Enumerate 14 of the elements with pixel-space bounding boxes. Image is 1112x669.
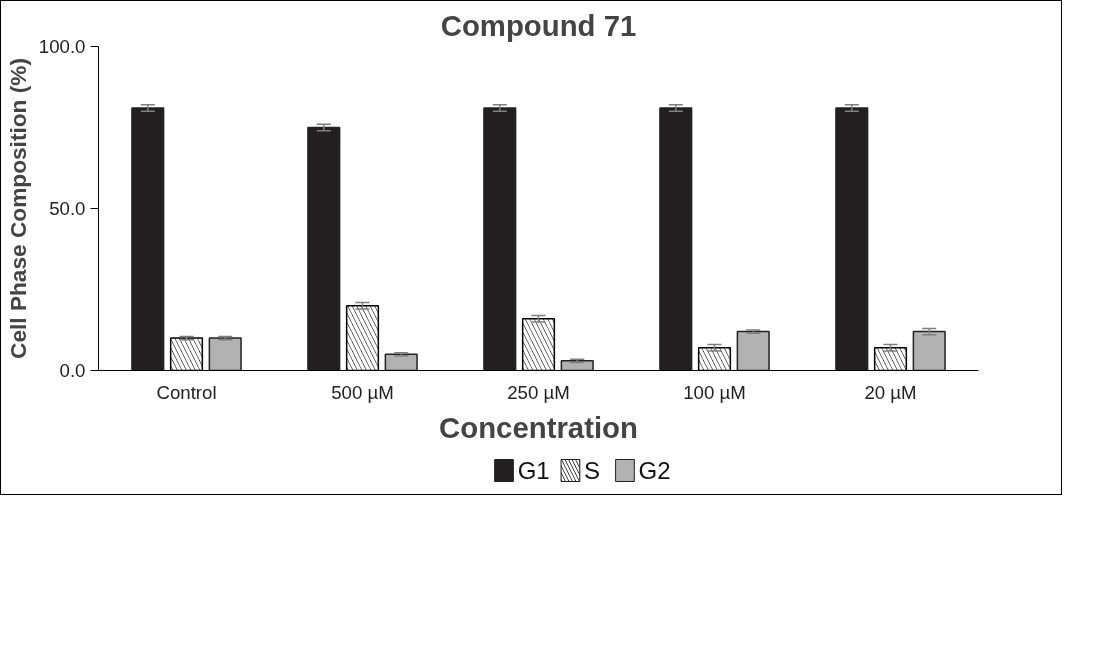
chart-title: Compound 71 — [440, 8, 637, 42]
y-tick-label: 50.0 — [49, 198, 86, 219]
y-tick-label: 100.0 — [38, 36, 86, 57]
legend-label: S — [584, 457, 601, 484]
y-tick-label: 0.0 — [59, 360, 86, 381]
x-tick-label: 250 µM — [507, 381, 570, 403]
legend-label: G1 — [517, 457, 550, 484]
x-axis-title: Concentration — [439, 410, 638, 444]
x-tick-label: 100 µM — [683, 381, 746, 403]
legend-label: G2 — [638, 457, 671, 484]
x-tick-label: 500 µM — [331, 381, 394, 403]
x-tick-label: Control — [156, 381, 217, 403]
x-tick-label: 20 µM — [864, 381, 917, 403]
y-axis-title: Cell Phase Composition (%) — [4, 58, 31, 359]
